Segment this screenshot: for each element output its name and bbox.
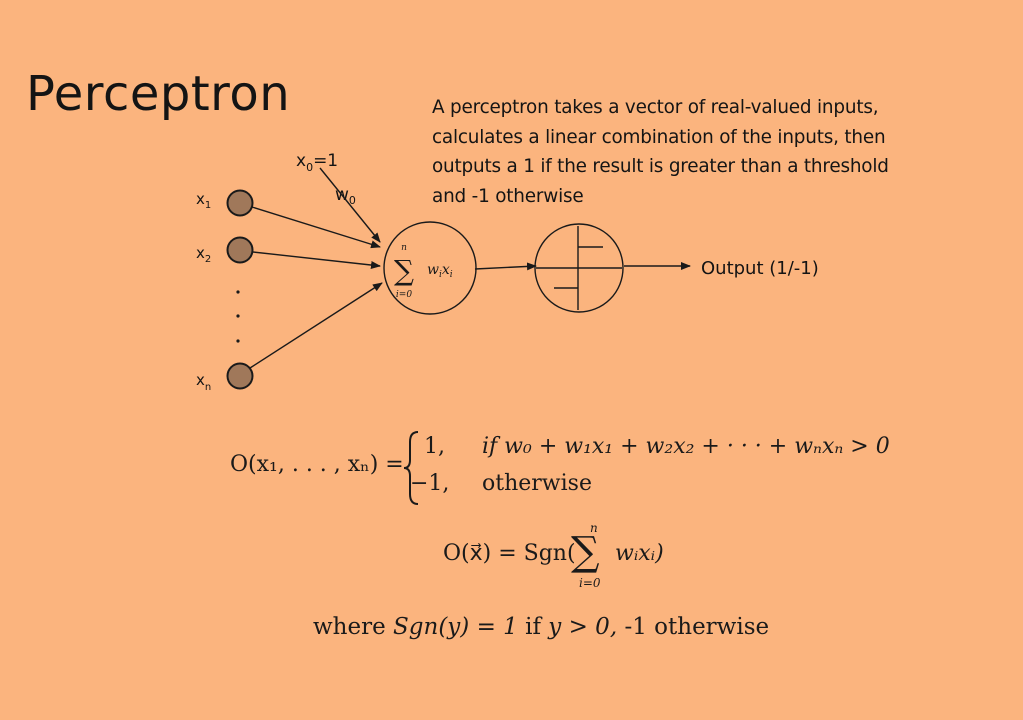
where-if: if xyxy=(525,614,541,640)
sigma-icon: ∑ xyxy=(394,254,414,287)
summation-node xyxy=(383,221,477,315)
description-line: A perceptron takes a vector of real-valu… xyxy=(432,97,879,118)
output-label: Output (1/-1) xyxy=(701,258,819,279)
vector-sum-upper: n xyxy=(590,521,598,535)
where-suffix: -1 otherwise xyxy=(624,614,770,640)
sum-upper: n xyxy=(401,243,407,253)
case2-value: −1, xyxy=(410,471,450,496)
description-line: and -1 otherwise xyxy=(432,185,584,207)
input-label-xn: xn xyxy=(196,371,211,393)
step-function-icon xyxy=(536,226,622,310)
edge-x1 xyxy=(251,206,381,249)
input-node-x2 xyxy=(226,236,254,264)
description: A perceptron takes a vector of real-valu… xyxy=(432,93,952,211)
where-prefix: where xyxy=(313,614,386,640)
activation-node xyxy=(534,223,624,313)
bias-input-label: x0=1 xyxy=(296,151,338,174)
case1-value: 1, xyxy=(424,434,445,459)
input-node-xn xyxy=(226,362,254,390)
bias-weight-label: w0 xyxy=(335,185,356,207)
sgn-definition: where Sgn(y) = 1 if y > 0, -1 otherwise xyxy=(313,614,769,640)
input-node-x1 xyxy=(226,189,254,217)
where-func: Sgn(y) = 1 xyxy=(393,614,518,640)
description-line: calculates a linear combination of the i… xyxy=(432,126,886,148)
edge-xn xyxy=(249,282,383,369)
vector-sum-term: wᵢxᵢ) xyxy=(615,541,664,566)
vector-sum-lower: i=0 xyxy=(579,576,601,590)
ellipsis-dots xyxy=(236,290,240,343)
brace-icon xyxy=(403,431,419,505)
sum-term: wixi xyxy=(427,262,453,280)
case1-condition: if w₀ + w₁x₁ + w₂x₂ + · · · + wₙxₙ > 0 xyxy=(482,434,890,459)
description-line: outputs a 1 if the result is greater tha… xyxy=(432,156,889,177)
case2-condition: otherwise xyxy=(482,471,592,496)
edge-bias xyxy=(319,167,381,243)
input-label-x1: x1 xyxy=(196,190,211,211)
vector-lhs: O(x⃗) = Sgn( xyxy=(443,541,576,566)
sum-lower: i=0 xyxy=(396,290,412,300)
edge-x2 xyxy=(252,251,381,269)
edge-sum-to-activation xyxy=(474,262,537,271)
sigma-large-icon: ∑ xyxy=(571,529,600,575)
slide-title: Perceptron xyxy=(26,66,291,122)
where-cond: y > 0, xyxy=(548,614,618,640)
piecewise-lhs: O(x₁, . . . , xₙ) = xyxy=(230,452,404,477)
input-label-x2: x2 xyxy=(196,244,211,265)
